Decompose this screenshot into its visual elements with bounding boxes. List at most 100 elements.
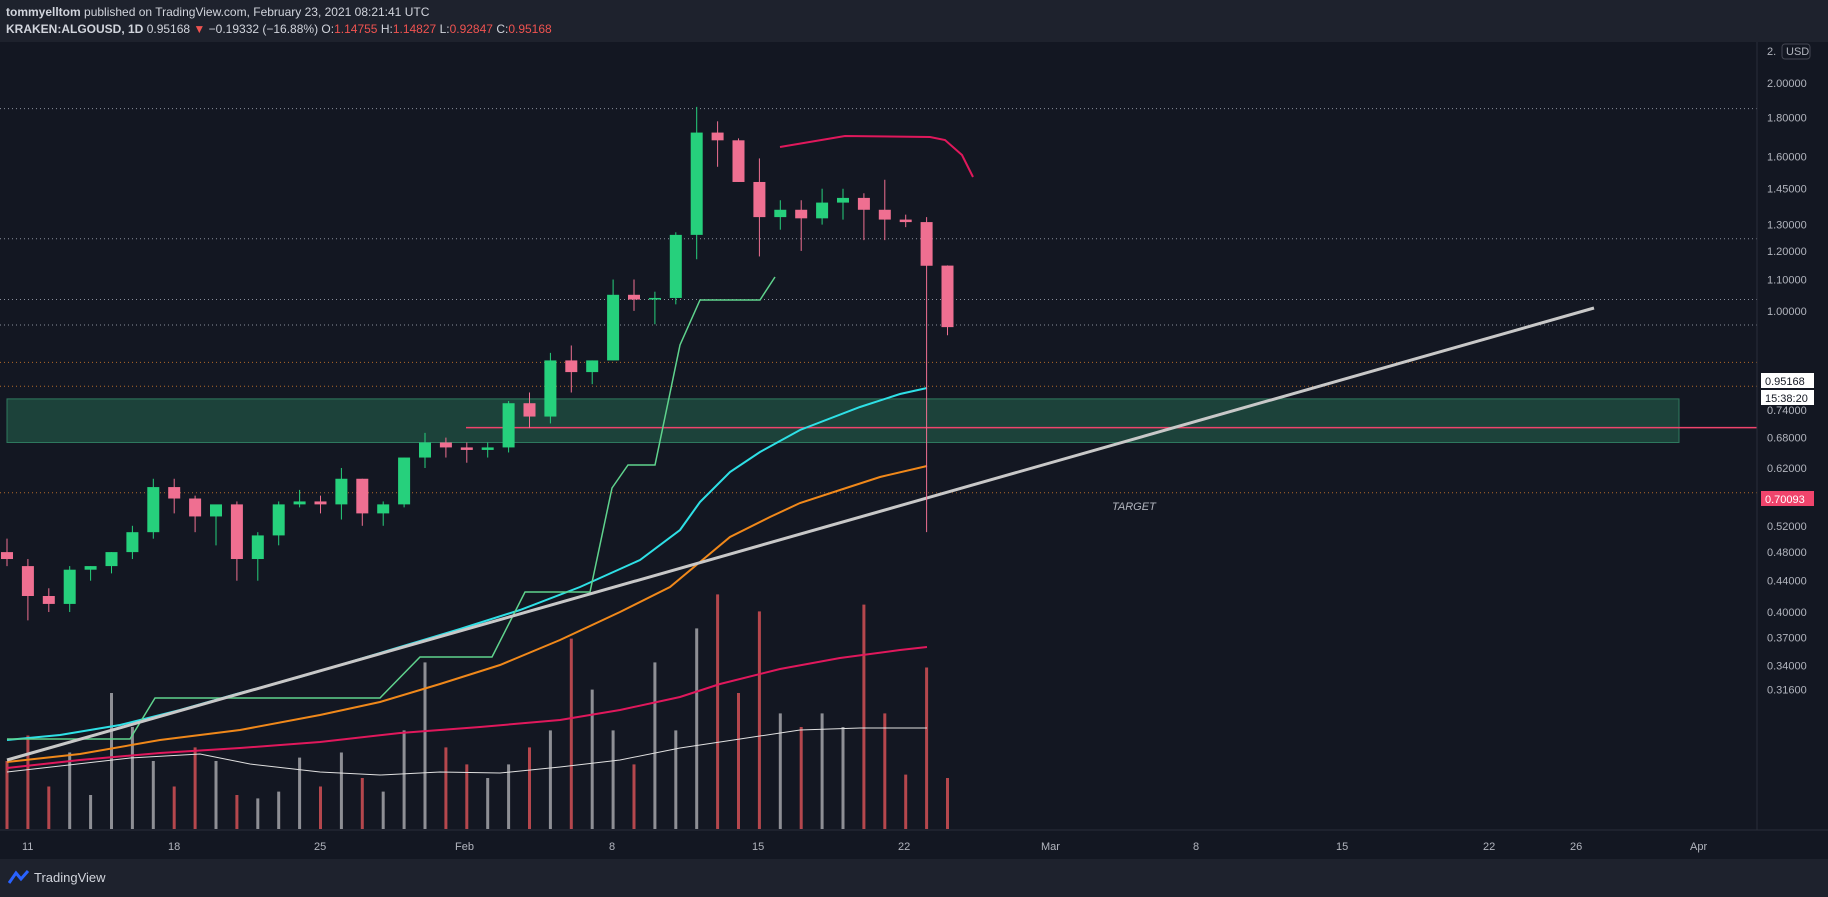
publish-info: tommyelltom published on TradingView.com… bbox=[6, 5, 429, 19]
volume-bar bbox=[820, 713, 824, 829]
volume-bar bbox=[737, 693, 740, 829]
candle-body bbox=[711, 132, 724, 141]
volume-bar bbox=[486, 778, 490, 829]
volume-bar bbox=[611, 730, 615, 829]
countdown-label: 15:38:20 bbox=[1765, 393, 1808, 405]
time-label-mar-15: 15 bbox=[1336, 841, 1348, 853]
volume-bar bbox=[89, 795, 93, 829]
candle-body bbox=[899, 219, 912, 223]
volume-bar bbox=[569, 638, 573, 829]
candle-body bbox=[272, 504, 285, 536]
price-tick-label: 0.68000 bbox=[1767, 433, 1807, 445]
volume-bar bbox=[674, 730, 678, 829]
candle-body bbox=[837, 197, 849, 203]
volume-bar bbox=[507, 764, 511, 829]
resistance-line bbox=[779, 134, 974, 178]
ema-mid-line bbox=[6, 465, 928, 763]
volume-bar bbox=[465, 764, 469, 829]
target-price-label: 0.70093 bbox=[1765, 494, 1805, 506]
volume-bar bbox=[904, 774, 908, 829]
volume-bar bbox=[130, 727, 134, 829]
candle-body bbox=[565, 360, 578, 373]
chart-background bbox=[0, 42, 1828, 859]
target-price-badge bbox=[1761, 491, 1814, 506]
price-tick-labels: 2.00000 1.80000 1.60000 1.45000 1.30000 1.200… bbox=[1767, 78, 1807, 697]
candle-body bbox=[941, 265, 954, 328]
price-tick-label: 1.80000 bbox=[1767, 113, 1807, 125]
volume-bar bbox=[883, 713, 887, 829]
volume-bars bbox=[5, 594, 949, 829]
published-text: published on TradingView.com, February 2… bbox=[84, 5, 430, 19]
ema-slow-line bbox=[6, 646, 928, 769]
price-tick-label: 0.40000 bbox=[1767, 607, 1807, 619]
time-label-feb-22: 22 bbox=[898, 841, 910, 853]
chart-header: tommyelltom published on TradingView.com… bbox=[0, 0, 1828, 42]
volume-bar bbox=[298, 757, 302, 829]
candle-body bbox=[460, 447, 473, 450]
volume-bar bbox=[946, 778, 949, 829]
candle-body bbox=[690, 132, 703, 235]
time-label-mar-26: 26 bbox=[1570, 841, 1582, 853]
price-tick-label: 2.00000 bbox=[1767, 78, 1807, 90]
price-tick-top: 2. bbox=[1767, 46, 1776, 58]
author-name[interactable]: tommyelltom bbox=[6, 5, 81, 19]
currency-label: USD bbox=[1786, 46, 1809, 58]
candle-body bbox=[21, 566, 34, 596]
price-tick-label: 0.48000 bbox=[1767, 547, 1807, 559]
candle-body bbox=[189, 498, 202, 517]
volume-bar bbox=[110, 693, 113, 829]
candle-body bbox=[293, 501, 306, 505]
time-label-25: 25 bbox=[314, 841, 326, 853]
price-tick-label: 0.37000 bbox=[1767, 633, 1807, 645]
volume-bar bbox=[716, 594, 720, 829]
volume-bar bbox=[26, 735, 30, 829]
price-tick-label: 0.62000 bbox=[1767, 463, 1807, 475]
time-label-mar-22: 22 bbox=[1483, 841, 1495, 853]
price-tick-label: 0.34000 bbox=[1767, 660, 1807, 672]
candle-body bbox=[920, 222, 933, 266]
volume-bar bbox=[841, 727, 845, 829]
candle-body bbox=[732, 140, 745, 182]
price-tick-label: 1.10000 bbox=[1767, 275, 1807, 287]
current-price-label: 0.95168 bbox=[1765, 376, 1805, 388]
candle-body bbox=[544, 360, 557, 417]
candle-body bbox=[147, 487, 160, 533]
indicator-lines bbox=[6, 134, 1595, 776]
volume-bar bbox=[339, 752, 343, 829]
price-change: −0.19332 (−16.88%) bbox=[208, 22, 319, 36]
candle-body bbox=[1, 552, 13, 560]
candle-body bbox=[251, 535, 264, 560]
currency-badge[interactable] bbox=[1781, 43, 1811, 60]
candle-body bbox=[607, 294, 620, 361]
symbol-info: KRAKEN:ALGOUSD, 1D 0.95168 ▼ −0.19332 (−… bbox=[6, 22, 552, 36]
open-label: O: bbox=[321, 22, 335, 36]
price-chart[interactable]: TARGET 2. USD 2.00000 1.80000 1.60000 1.450… bbox=[0, 42, 1828, 859]
candle-body bbox=[586, 360, 599, 373]
volume-bar bbox=[548, 730, 552, 829]
candle-body bbox=[419, 442, 431, 458]
volume-bar bbox=[925, 667, 929, 829]
tradingview-logo-icon[interactable] bbox=[8, 869, 30, 885]
tradingview-brand[interactable]: TradingView bbox=[34, 870, 106, 885]
high-label: H: bbox=[380, 22, 393, 36]
candle-body bbox=[878, 209, 891, 220]
candle-body bbox=[84, 566, 97, 570]
volume-bar bbox=[423, 662, 427, 829]
price-tick-label: 0.31600 bbox=[1767, 685, 1807, 697]
price-tick-label: 1.00000 bbox=[1767, 306, 1807, 318]
countdown-badge bbox=[1761, 390, 1814, 405]
candle-body bbox=[63, 569, 76, 604]
volume-bar bbox=[444, 747, 448, 829]
price-tick-label: 1.20000 bbox=[1767, 246, 1807, 258]
volume-bar bbox=[799, 727, 803, 829]
candle-body bbox=[42, 595, 55, 604]
candle-body bbox=[105, 552, 118, 567]
time-axis[interactable]: 11 18 25 Feb 8 15 22 Mar 8 15 22 26 Apr bbox=[22, 841, 1707, 853]
candle-body bbox=[502, 403, 515, 448]
candle-body bbox=[230, 504, 243, 560]
volume-bar bbox=[528, 747, 531, 829]
low-value: 0.92847 bbox=[449, 22, 493, 36]
symbol-label[interactable]: KRAKEN:ALGOUSD, 1D bbox=[6, 22, 144, 36]
price-axis[interactable]: 2. USD 2.00000 1.80000 1.60000 1.45000 1.300… bbox=[1761, 43, 1814, 697]
volume-bar bbox=[319, 786, 322, 829]
